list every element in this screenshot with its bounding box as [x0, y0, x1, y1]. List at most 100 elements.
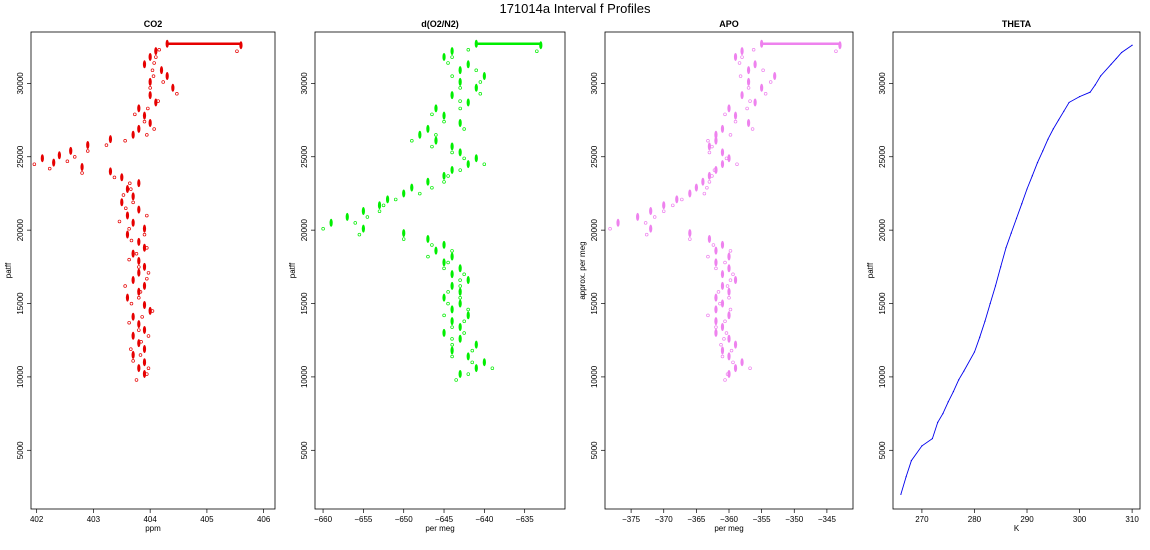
data-point: [52, 158, 56, 167]
data-point-open: [458, 168, 462, 172]
data-point: [131, 276, 135, 285]
data-point-open: [723, 378, 727, 382]
x-tick-label: −375: [622, 515, 641, 524]
data-point: [773, 72, 777, 81]
data-point-open: [133, 112, 137, 117]
data-point: [973, 351, 976, 353]
data-point-open: [751, 47, 756, 52]
x-tick-label: 404: [143, 515, 157, 524]
data-point: [720, 148, 725, 157]
data-point-open: [321, 227, 325, 231]
data-point-open: [535, 49, 539, 53]
data-point: [442, 111, 446, 120]
data-point-open: [47, 166, 52, 171]
data-point: [450, 142, 454, 151]
data-point: [426, 234, 430, 243]
data-point-open: [733, 119, 738, 124]
data-point: [69, 146, 73, 155]
data-point-open: [466, 372, 471, 376]
data-point: [165, 39, 169, 48]
data-point: [1057, 119, 1060, 121]
data-point-open: [728, 249, 733, 253]
data-point: [1078, 95, 1081, 98]
data-point: [361, 207, 365, 216]
data-point: [154, 47, 158, 56]
data-point: [905, 476, 907, 478]
data-point: [952, 390, 955, 393]
data-point-open: [725, 284, 730, 288]
data-point-open: [381, 203, 386, 208]
data-point-open: [401, 237, 406, 241]
data-point-open: [652, 215, 657, 219]
data-point: [727, 252, 731, 261]
data-point-open: [714, 266, 718, 271]
data-point: [148, 77, 152, 86]
data-point: [426, 124, 430, 133]
data-point: [746, 66, 751, 75]
data-point: [1099, 75, 1102, 77]
x-tick-label: 310: [1125, 515, 1139, 524]
data-point: [466, 276, 470, 285]
data-point: [688, 189, 692, 198]
x-tick-label: −660: [314, 515, 333, 524]
data-point-open: [745, 106, 749, 111]
data-point: [753, 60, 757, 69]
data-point-open: [458, 86, 462, 90]
panel-title: APO: [719, 19, 739, 29]
data-point-open: [137, 328, 141, 332]
data-point-open: [353, 221, 358, 225]
data-point-open: [728, 307, 733, 312]
series-line: [900, 44, 1133, 495]
data-point: [947, 401, 949, 403]
data-point: [450, 91, 454, 100]
data-point-open: [152, 61, 156, 65]
data-point: [1115, 57, 1117, 60]
data-point-open: [661, 209, 666, 213]
data-point-open: [145, 133, 149, 137]
x-tick-label: −355: [753, 515, 772, 524]
data-point: [148, 52, 152, 61]
data-point-open: [146, 334, 151, 338]
data-point: [466, 160, 470, 169]
data-point: [466, 98, 470, 107]
data-point: [727, 104, 731, 113]
data-point: [450, 47, 454, 56]
data-point: [137, 104, 141, 113]
data-point: [442, 240, 446, 249]
x-tick-label: −635: [516, 515, 535, 524]
data-point: [450, 346, 454, 355]
data-point: [1052, 128, 1054, 130]
x-tick-label: −640: [475, 515, 494, 524]
data-point-open: [446, 260, 450, 265]
data-point-open: [738, 74, 743, 78]
panel-title: d(O2/N2): [421, 19, 459, 29]
data-point-open: [705, 185, 709, 190]
y-axis-label: patff: [866, 262, 875, 278]
data-point: [921, 445, 923, 447]
data-point: [137, 237, 141, 246]
y-tick-label: 20000: [16, 218, 25, 241]
y-axis-label: patff: [288, 262, 297, 278]
data-point-open: [458, 296, 462, 300]
data-point: [727, 264, 731, 273]
data-point: [125, 230, 130, 239]
data-point-open: [430, 144, 434, 149]
data-point: [450, 305, 454, 314]
data-point: [694, 183, 698, 192]
data-point: [148, 118, 152, 127]
data-point: [450, 281, 454, 290]
data-point: [142, 369, 147, 378]
data-point-open: [175, 92, 179, 96]
data-point: [720, 270, 725, 279]
data-point-open: [706, 254, 710, 259]
plot-frame: [892, 31, 1141, 510]
data-point-open: [32, 162, 37, 166]
data-point: [539, 41, 543, 50]
data-point-open: [707, 150, 712, 155]
y-tick-label: 5000: [878, 441, 887, 459]
data-point-open: [722, 337, 726, 341]
data-point: [442, 258, 446, 267]
data-point-open: [462, 272, 466, 277]
data-point: [1015, 217, 1018, 219]
data-point-open: [466, 307, 470, 312]
